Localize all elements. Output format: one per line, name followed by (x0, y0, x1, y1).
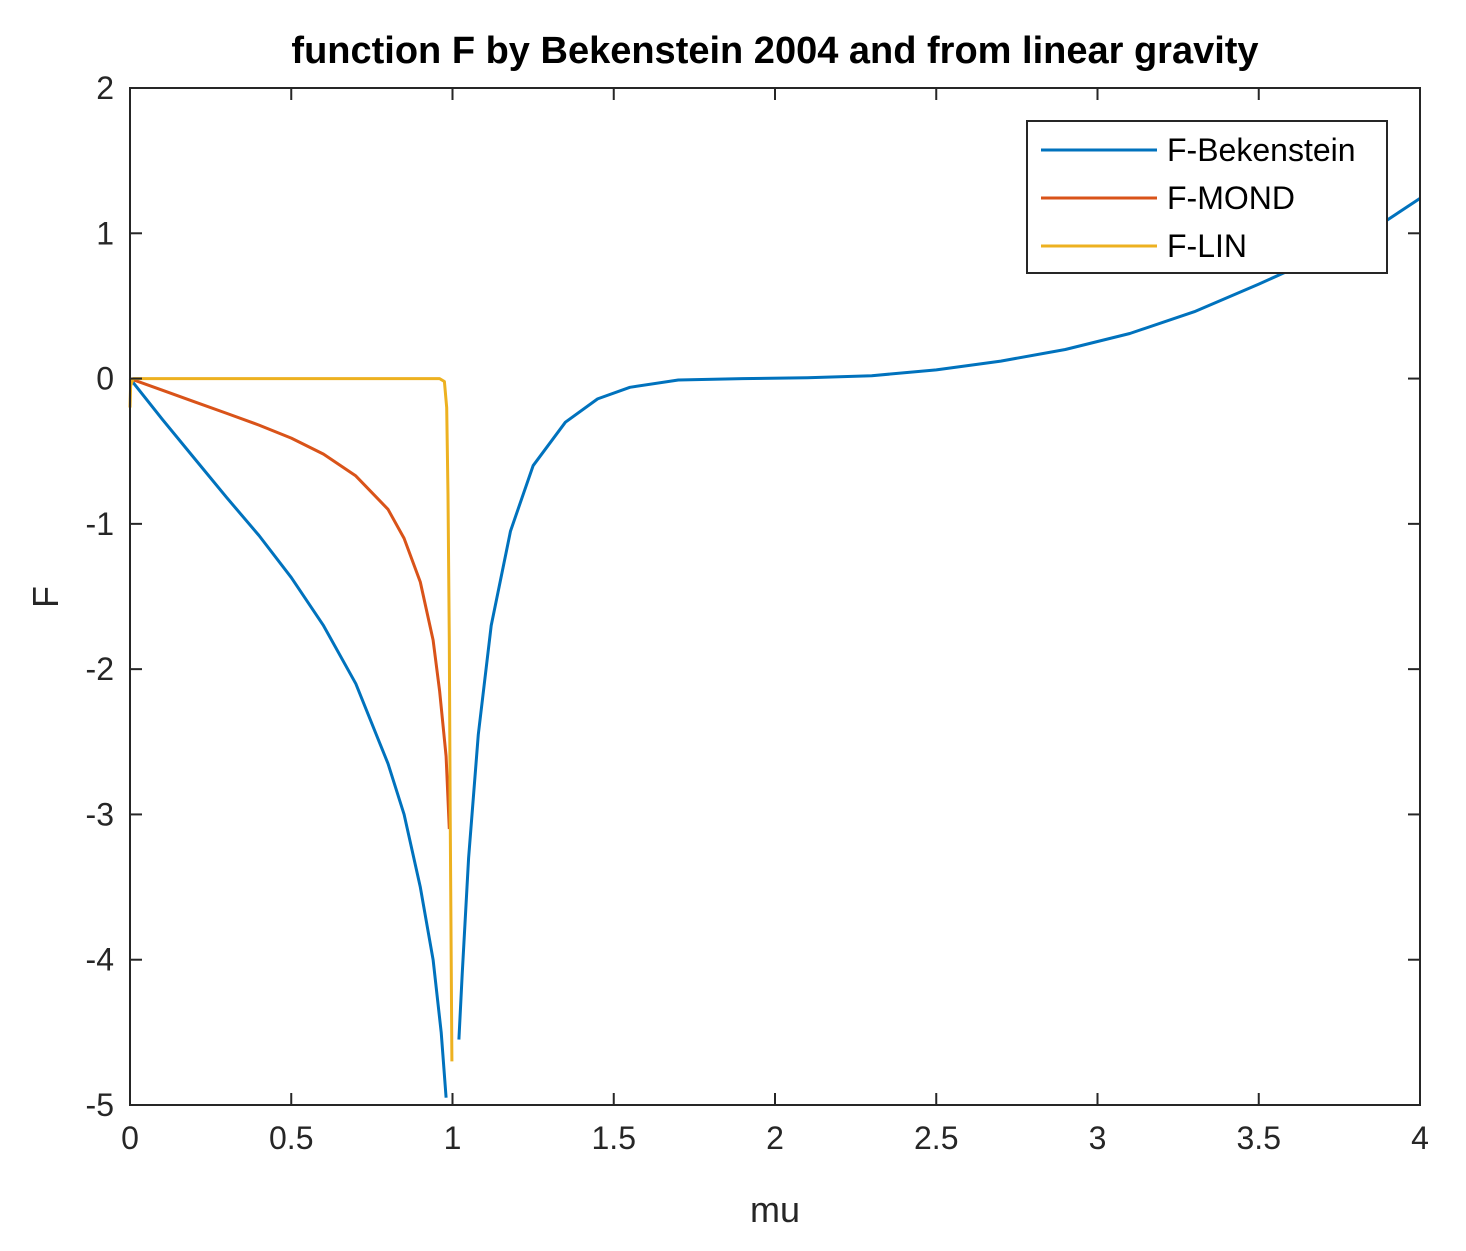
series-line-1-segment-2 (457, 197, 1421, 1040)
chart-title: function F by Bekenstein 2004 and from l… (291, 30, 1258, 72)
x-tick-label: 0 (121, 1120, 139, 1156)
y-tick-label: -5 (86, 1087, 114, 1123)
x-tick-label: 3.5 (1237, 1120, 1281, 1156)
x-tick-label: 2.5 (914, 1120, 958, 1156)
legend-entry-3: F-LIN (1167, 228, 1247, 264)
series-line-2-segment-1 (129, 377, 451, 830)
y-tick-label: -2 (86, 651, 114, 687)
legend-entry-1: F-Bekenstein (1167, 132, 1356, 168)
legend-entry-2: F-MOND (1167, 180, 1295, 216)
legend: F-Bekenstein F-MOND F-LIN (1026, 120, 1388, 274)
x-tick-label: 0.5 (269, 1120, 313, 1156)
y-tick-label: -1 (86, 506, 114, 542)
y-tick-label: 0 (96, 361, 114, 397)
x-tick-label: 1.5 (592, 1120, 636, 1156)
y-axis-label: F (25, 586, 66, 608)
tick-layer: 0 0.5 1 1.5 2 2.5 3 3.5 4 -5 -4 -3 -2 -1 0 1 2 (86, 70, 1429, 1156)
y-tick-label: -3 (86, 796, 114, 832)
x-tick-label: 1 (444, 1120, 462, 1156)
x-tick-label: 4 (1411, 1120, 1429, 1156)
series-line-1-segment-1 (128, 377, 448, 1098)
y-tick-label: 1 (96, 215, 114, 251)
y-tick-label: -4 (86, 942, 114, 978)
x-axis-label: mu (750, 1189, 800, 1230)
y-tick-label: 2 (96, 70, 114, 106)
x-tick-label: 3 (1089, 1120, 1107, 1156)
x-tick-label: 2 (766, 1120, 784, 1156)
